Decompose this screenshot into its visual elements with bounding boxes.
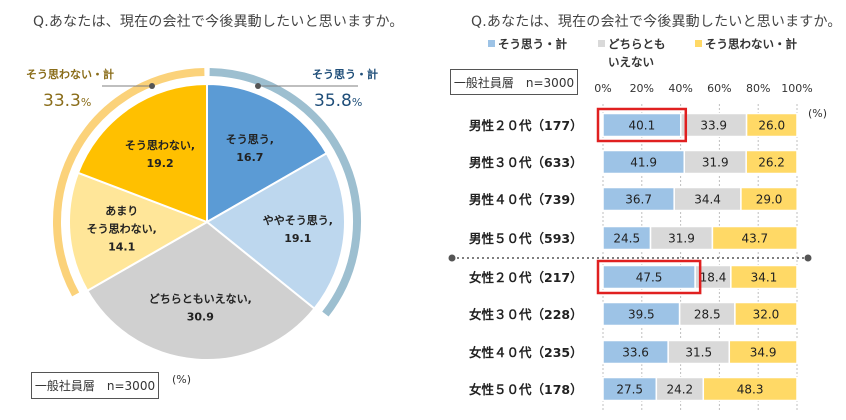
bar-segment xyxy=(740,186,798,212)
category-label: 男性５０代（593） xyxy=(469,231,583,246)
group-unit-agree: % xyxy=(352,96,362,109)
group-divider-dot-left xyxy=(448,254,456,262)
bar-title: Q.あなたは、現在の会社で今後異動したいと思いますか。 xyxy=(471,14,842,30)
x-tick-label: 40% xyxy=(668,82,692,95)
x-tick-label: 0% xyxy=(594,82,611,95)
leader-dot-agree xyxy=(255,83,261,89)
pie-slice-2 xyxy=(85,220,316,361)
pie-unit-label: (%) xyxy=(172,373,191,386)
x-tick-label: 60% xyxy=(707,82,731,95)
legend-swatch-2 xyxy=(695,40,702,47)
highlight-box xyxy=(596,259,702,295)
pie-slice-3 xyxy=(68,171,210,293)
pie-slice-value: 16.7 xyxy=(236,151,263,164)
legend-label-2: そう思わない・計 xyxy=(705,37,797,51)
bar-value-label: 27.5 xyxy=(616,383,643,397)
bar-value-label: 29.0 xyxy=(756,193,783,207)
category-label: 女性３０代（228） xyxy=(469,307,583,322)
highlight-box xyxy=(596,107,688,143)
pie-slice-value: 14.1 xyxy=(108,241,135,254)
bar-segment xyxy=(730,264,798,290)
bar-value-label: 40.1 xyxy=(629,119,656,133)
bar-value-label: 34.9 xyxy=(750,346,777,360)
bar-sample-box: 一般社員層 n=3000 xyxy=(450,69,578,95)
bar-segment xyxy=(728,339,798,365)
legend-swatch-1 xyxy=(598,40,605,47)
bar-unit-label: (%) xyxy=(808,107,827,120)
group-value-disagree: 33.3% xyxy=(43,91,91,111)
pie-slice-label: そう思わない, xyxy=(125,139,195,152)
category-label: 女性４０代（235） xyxy=(469,345,583,360)
bar-value-label: 39.5 xyxy=(628,308,655,322)
pie-slice-label: そう思わない, xyxy=(87,223,157,236)
pie-slice-0 xyxy=(206,82,329,224)
bar-value-label: 43.7 xyxy=(741,232,768,246)
category-label: 女性５０代（178） xyxy=(469,382,583,397)
bar-value-label: 26.2 xyxy=(758,156,785,170)
pie-slice-value: 30.9 xyxy=(187,310,214,323)
bar-value-label: 32.0 xyxy=(753,308,780,322)
category-label: 男性４０代（739） xyxy=(469,192,583,207)
group-value-agree: 35.8% xyxy=(314,91,362,111)
pie-slice-4 xyxy=(76,82,208,224)
category-label: 男性２０代（177） xyxy=(469,118,583,133)
bar-value-label: 26.0 xyxy=(758,119,785,133)
leader-dot-disagree xyxy=(149,83,155,89)
bar-value-label: 31.5 xyxy=(685,346,712,360)
bar-value-label: 31.9 xyxy=(702,156,729,170)
bar-value-label: 33.9 xyxy=(700,119,727,133)
legend-label-1: どちらとも xyxy=(608,37,666,51)
legend-label-1-line2: いえない xyxy=(608,55,654,69)
bar-segment xyxy=(702,376,798,402)
legend-label-0: そう思う・計 xyxy=(498,37,567,51)
x-tick-label: 20% xyxy=(630,82,654,95)
bar-segment xyxy=(711,225,798,251)
bar-value-label: 28.5 xyxy=(694,308,721,322)
category-label: 女性２０代（217） xyxy=(469,270,583,285)
pie-slice-label: そう思う, xyxy=(226,133,274,146)
group-label-agree: そう思う・計 xyxy=(312,67,378,81)
pie-slice-value: 19.1 xyxy=(284,232,311,245)
bar-value-label: 41.9 xyxy=(630,156,657,170)
bar-value-label: 18.4 xyxy=(700,271,727,285)
pie-slice-label: どちらともいえない, xyxy=(149,292,252,305)
group-unit-disagree: % xyxy=(81,96,91,109)
pie-slice-label: あまり xyxy=(105,205,138,218)
bar-value-label: 34.1 xyxy=(751,271,778,285)
bar-segment xyxy=(745,112,798,138)
group-arc-disagree xyxy=(53,68,205,297)
legend-swatch-0 xyxy=(488,40,495,47)
bar-value-label: 33.6 xyxy=(622,346,649,360)
group-arc-agree xyxy=(209,68,361,317)
pie-sample-box: 一般社員層 n=3000 xyxy=(31,372,159,399)
bar-segment xyxy=(745,149,798,175)
bar-value-label: 48.3 xyxy=(737,383,764,397)
x-tick-label: 80% xyxy=(746,82,770,95)
pie-slice-label: ややそう思う, xyxy=(263,214,333,227)
pie-slice-1 xyxy=(205,151,346,311)
group-label-disagree: そう思わない・計 xyxy=(26,67,114,81)
x-tick-label: 100% xyxy=(781,82,812,95)
bar-value-label: 24.2 xyxy=(666,383,693,397)
bar-segment xyxy=(734,301,798,327)
bar-value-label: 31.9 xyxy=(668,232,695,246)
bar-value-label: 36.7 xyxy=(625,193,652,207)
bar-value-label: 24.5 xyxy=(613,232,640,246)
pie-title: Q.あなたは、現在の会社で今後異動したいと思いますか。 xyxy=(33,14,404,30)
pie-slice-value: 19.2 xyxy=(146,157,173,170)
bar-value-label: 47.5 xyxy=(636,271,663,285)
bar-value-label: 34.4 xyxy=(694,193,721,207)
group-divider-dot-right xyxy=(804,254,812,262)
category-label: 男性３０代（633） xyxy=(469,155,583,170)
